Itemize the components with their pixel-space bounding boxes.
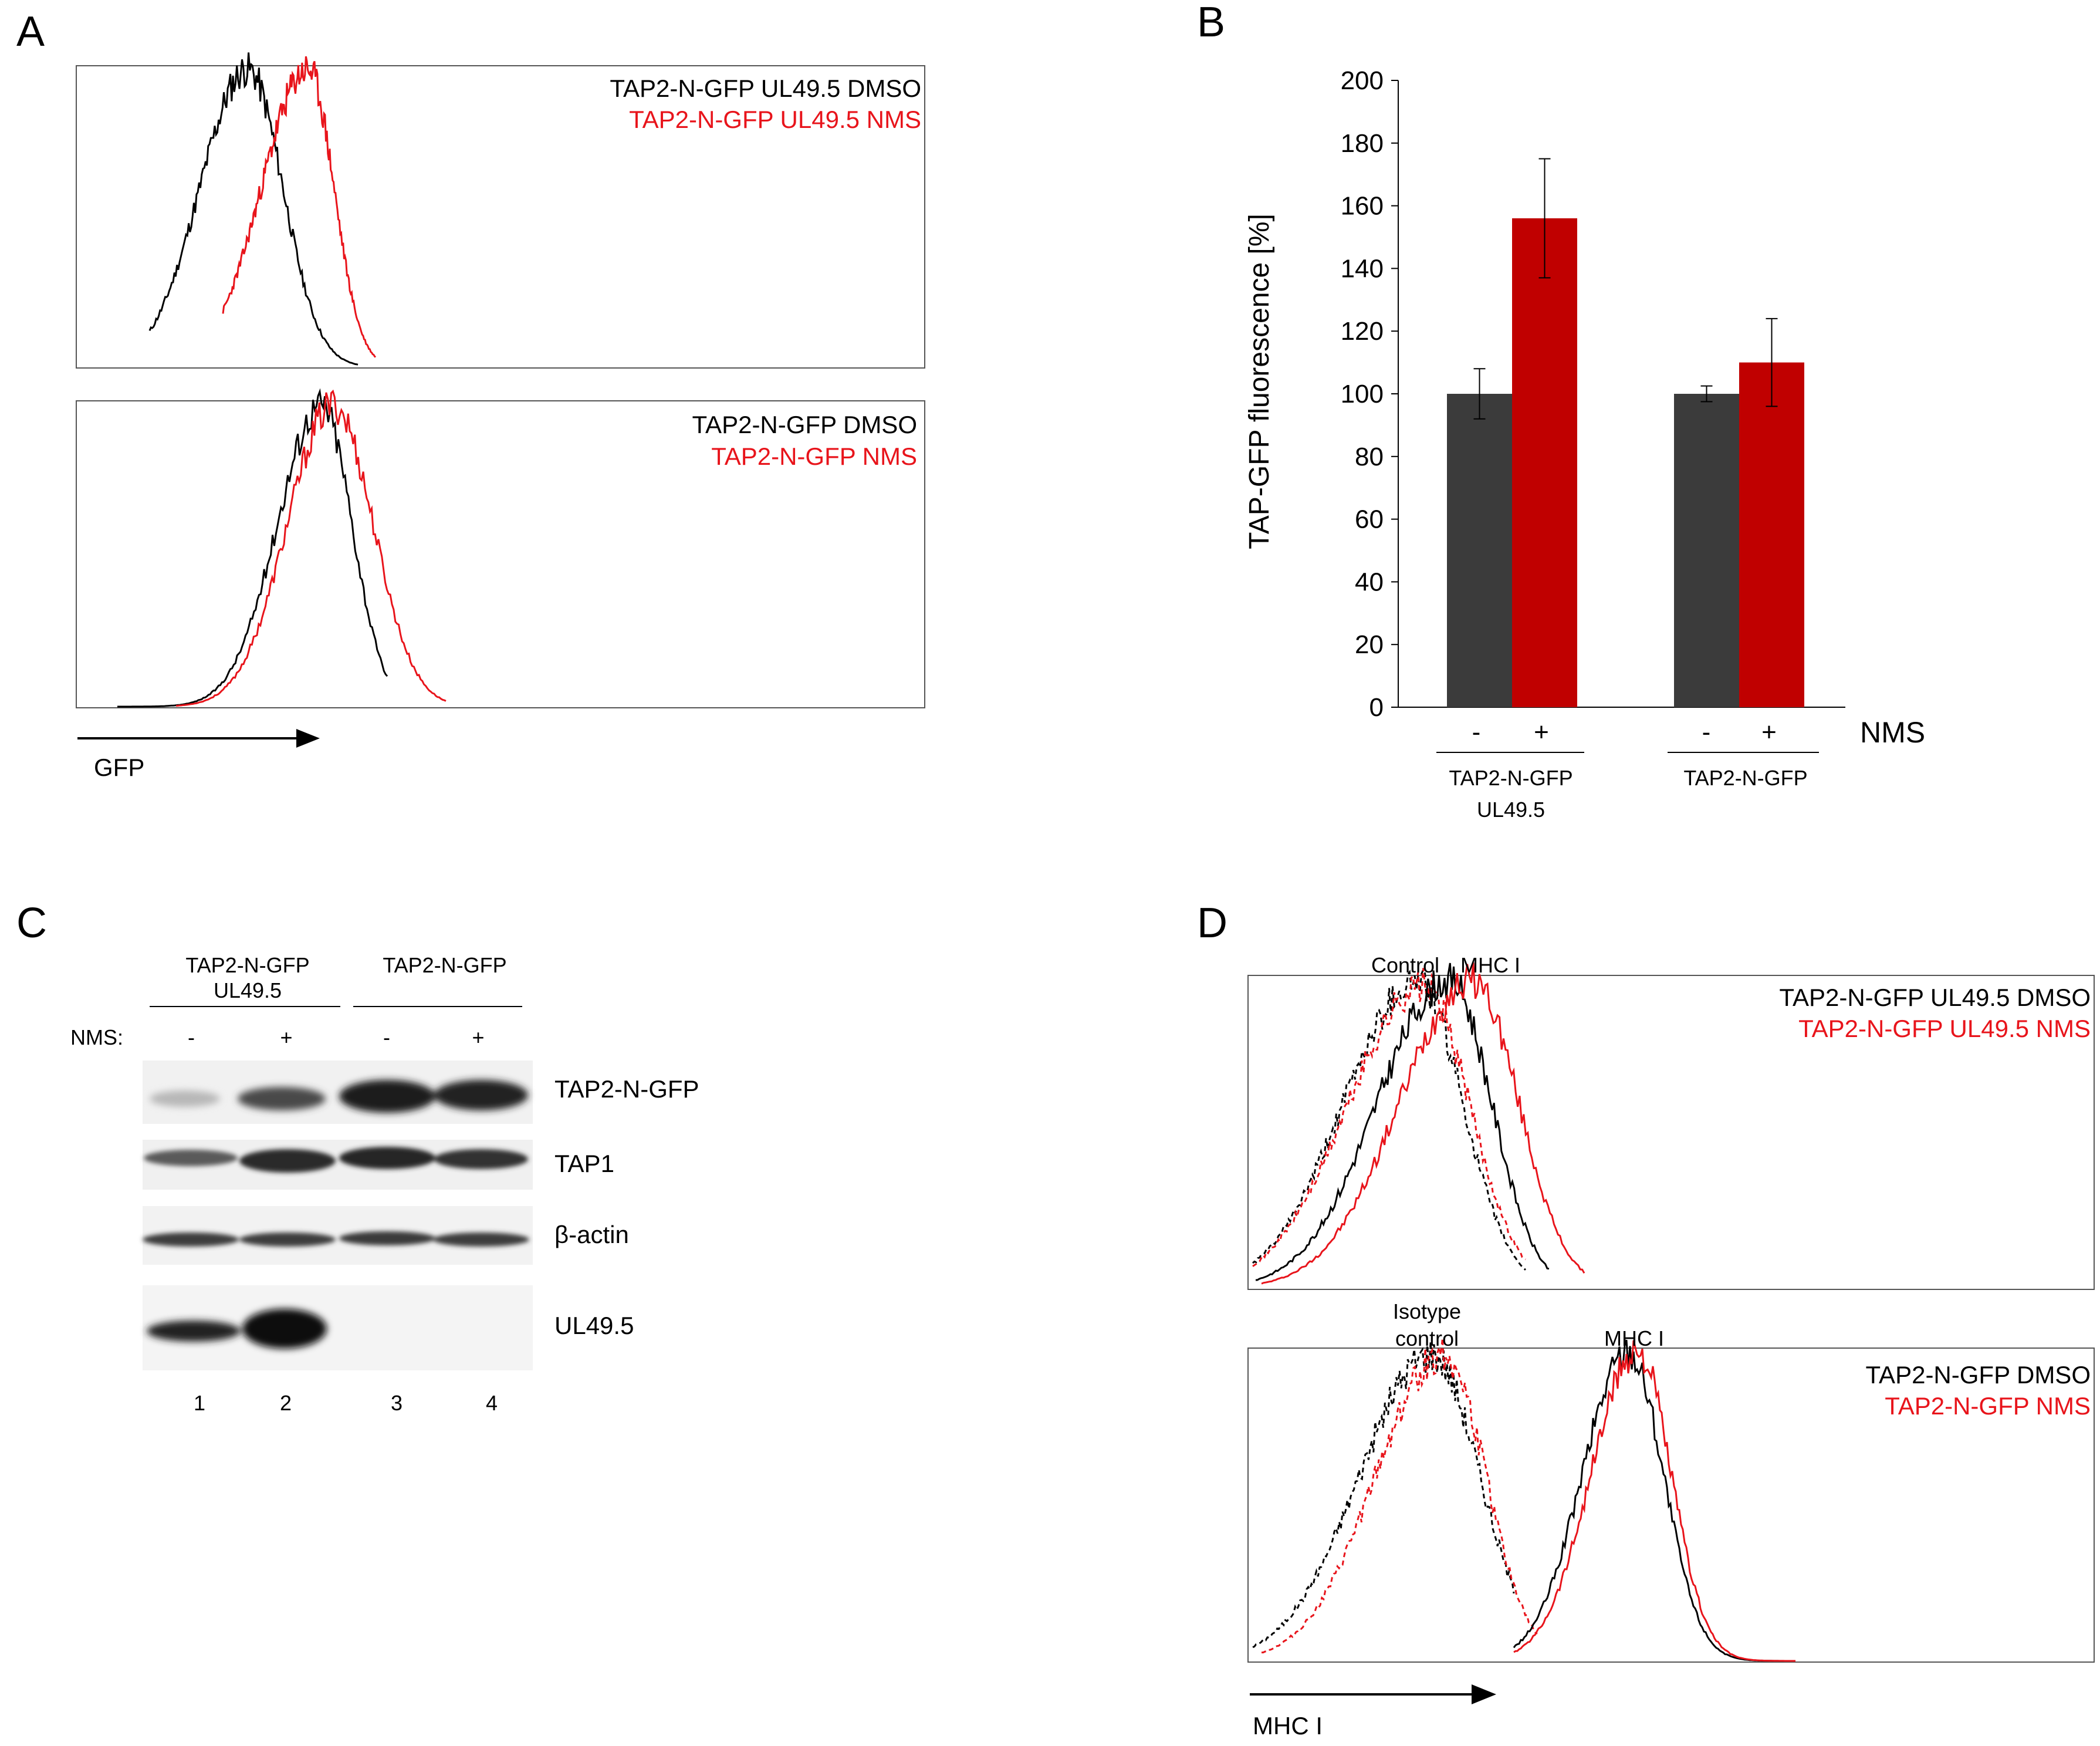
panel-d-bottom-peak-label-control: control bbox=[1395, 1326, 1459, 1350]
bar-1-1 bbox=[1739, 362, 1804, 707]
panel-d-bottom-nms-mhc-curve bbox=[1513, 1340, 1795, 1662]
panel-b-letter: B bbox=[1197, 0, 1225, 46]
panel-a-bottom-nms-curve bbox=[175, 389, 447, 707]
panel-a-top-legend-dmso: TAP2-N-GFP UL49.5 DMSO bbox=[610, 75, 921, 102]
blot-label-ul49-5: UL49.5 bbox=[554, 1312, 634, 1339]
panel-a-bottom-dmso-curve bbox=[117, 388, 388, 708]
panel-a: A TAP2-N-GFP UL49.5 DMSO TAP2-N-GFP UL49… bbox=[16, 8, 925, 781]
panel-b: B 0 20 40 60 80 100 120 140 160 180 200 TAP-GFP fl… bbox=[1197, 0, 1925, 822]
panel-d-bottom-legend-dmso: TAP2-N-GFP DMSO bbox=[1866, 1361, 2091, 1389]
y-tick-label-100: 100 bbox=[1341, 380, 1384, 408]
blot-tap2-n-gfp bbox=[143, 1061, 533, 1124]
c-sign-4: + bbox=[472, 1025, 484, 1049]
b-group-2-label: TAP2-N-GFP bbox=[1683, 766, 1807, 790]
b-group-1-label-line1: TAP2-N-GFP bbox=[1449, 766, 1573, 790]
y-tick-label-180: 180 bbox=[1341, 129, 1384, 158]
lane-number-3: 3 bbox=[391, 1391, 403, 1415]
blot-label-tap1: TAP1 bbox=[554, 1150, 614, 1177]
blot-label-beta-actin: β-actin bbox=[554, 1221, 629, 1248]
y-tick-label-120: 120 bbox=[1341, 317, 1384, 346]
b-sign-3: - bbox=[1702, 718, 1711, 747]
y-tick-label-0: 0 bbox=[1369, 693, 1384, 722]
panel-d-bottom-legend-nms: TAP2-N-GFP NMS bbox=[1885, 1392, 2091, 1420]
panel-c: C TAP2-N-GFP UL49.5 TAP2-N-GFP NMS: - + … bbox=[16, 900, 699, 1415]
panel-d-top-nms-mhc-curve bbox=[1261, 962, 1585, 1285]
panel-a-bottom-legend-nms: TAP2-N-GFP NMS bbox=[711, 443, 917, 470]
panel-d-top-histogram: Control MHC I TAP2-N-GFP UL49.5 DMSO TAP… bbox=[1247, 953, 2095, 1290]
c-sign-3: - bbox=[383, 1025, 390, 1049]
panel-a-bottom-legend-dmso: TAP2-N-GFP DMSO bbox=[692, 411, 917, 438]
lane-number-2: 2 bbox=[280, 1391, 292, 1415]
panel-d-top-peak-label-mhc: MHC I bbox=[1460, 953, 1520, 977]
c-group-1-label-line2: UL49.5 bbox=[214, 978, 282, 1002]
c-nms-row-label: NMS: bbox=[70, 1025, 123, 1049]
b-sign-2: + bbox=[1534, 718, 1549, 747]
y-tick-label-20: 20 bbox=[1355, 630, 1384, 659]
panel-a-top-legend-nms: TAP2-N-GFP UL49.5 NMS bbox=[629, 106, 921, 133]
c-sign-2: + bbox=[280, 1025, 292, 1049]
c-group-2-label: TAP2-N-GFP bbox=[383, 953, 506, 977]
panel-d-bottom-peak-label-mhc: MHC I bbox=[1604, 1326, 1664, 1350]
panel-a-top-frame bbox=[76, 65, 925, 369]
bar-1-0 bbox=[1674, 394, 1739, 707]
y-tick-label-140: 140 bbox=[1341, 254, 1384, 283]
panel-d-top-dmso-mhc-curve bbox=[1255, 963, 1550, 1281]
panel-d-top-nms-control-curve bbox=[1252, 968, 1526, 1267]
panel-a-letter: A bbox=[16, 8, 45, 55]
panel-d-bottom-dmso-isotype-curve bbox=[1252, 1342, 1515, 1649]
panel-d-top-legend-dmso: TAP2-N-GFP UL49.5 DMSO bbox=[1779, 984, 2091, 1011]
bar-0-1 bbox=[1512, 218, 1577, 708]
panel-d-bottom-dmso-mhc-curve bbox=[1513, 1339, 1795, 1662]
panel-d-bottom-histogram: Isotype control MHC I TAP2-N-GFP DMSO TA… bbox=[1247, 1299, 2095, 1663]
panel-d-bottom-peak-label-isotype: Isotype bbox=[1393, 1299, 1461, 1323]
panel-a-axis-label: GFP bbox=[94, 754, 144, 781]
blot-beta-actin bbox=[143, 1206, 533, 1265]
lane-number-1: 1 bbox=[194, 1391, 205, 1415]
panel-d-bottom-nms-isotype-curve bbox=[1262, 1338, 1538, 1654]
panel-d-axis-arrow bbox=[1250, 1684, 1496, 1704]
y-tick-label-80: 80 bbox=[1355, 443, 1384, 471]
blot-label-tap2-n-gfp: TAP2-N-GFP bbox=[554, 1075, 699, 1103]
nms-row-label: NMS bbox=[1860, 716, 1925, 749]
b-sign-1: - bbox=[1472, 718, 1481, 747]
panel-d-top-frame bbox=[1247, 975, 2095, 1290]
y-tick-label-40: 40 bbox=[1355, 568, 1384, 596]
bar-0-0 bbox=[1447, 394, 1512, 707]
panel-a-bottom-histogram: TAP2-N-GFP DMSO TAP2-N-GFP NMS bbox=[76, 388, 925, 708]
c-sign-1: - bbox=[188, 1025, 195, 1049]
panel-d-bottom-frame bbox=[1247, 1348, 2095, 1663]
b-sign-4: + bbox=[1761, 718, 1777, 747]
panel-a-top-histogram: TAP2-N-GFP UL49.5 DMSO TAP2-N-GFP UL49.5… bbox=[76, 52, 925, 369]
b-group-1-label-line2: UL49.5 bbox=[1477, 798, 1545, 822]
panel-a-top-nms-curve bbox=[222, 56, 377, 358]
panel-c-letter: C bbox=[16, 900, 47, 947]
y-tick-label-160: 160 bbox=[1341, 192, 1384, 221]
panel-d: D Control MHC I TAP2-N-GFP UL49.5 DMSO T… bbox=[1197, 900, 2095, 1740]
y-tick-label-200: 200 bbox=[1341, 66, 1384, 95]
lane-number-4: 4 bbox=[486, 1391, 498, 1415]
panel-d-axis-label: MHC I bbox=[1253, 1712, 1323, 1740]
blot-ul49-5 bbox=[143, 1285, 533, 1370]
y-tick-label-60: 60 bbox=[1355, 505, 1384, 534]
panel-a-top-dmso-curve bbox=[148, 52, 359, 366]
panel-a-axis-arrow bbox=[77, 729, 320, 748]
c-group-1-label-line1: TAP2-N-GFP bbox=[185, 953, 309, 977]
panel-a-bottom-frame bbox=[76, 400, 925, 708]
blot-tap1 bbox=[143, 1140, 533, 1190]
panel-d-letter: D bbox=[1197, 900, 1227, 947]
panel-d-top-peak-label-control: Control bbox=[1371, 953, 1439, 977]
bar-chart: 0 20 40 60 80 100 120 140 160 180 200 bbox=[1341, 66, 1845, 722]
panel-d-top-legend-nms: TAP2-N-GFP UL49.5 NMS bbox=[1798, 1015, 2091, 1042]
panel-d-top-dmso-control-curve bbox=[1252, 968, 1526, 1271]
y-axis-title: TAP-GFP fluorescence [%] bbox=[1244, 214, 1275, 549]
